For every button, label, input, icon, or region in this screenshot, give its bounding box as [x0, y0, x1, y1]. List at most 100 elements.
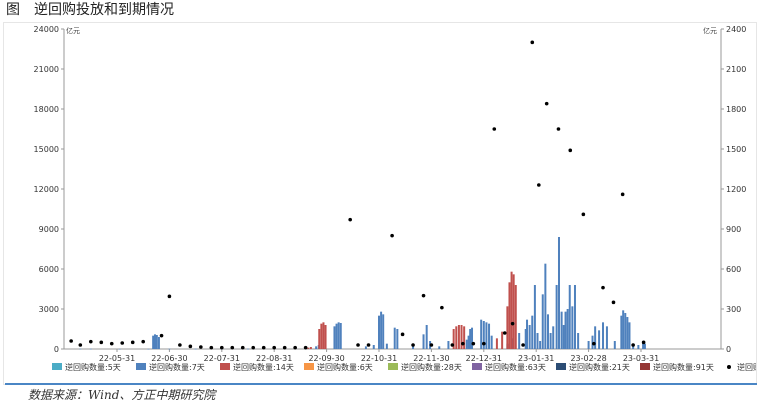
bar: [510, 271, 513, 349]
expiry-dot: [592, 341, 596, 346]
legend-label: 逆回购数量:7天: [149, 362, 205, 372]
bar: [552, 326, 555, 349]
bar: [555, 285, 558, 349]
figure-label: 图: [6, 2, 20, 18]
bar: [643, 343, 646, 349]
expiry-dot: [544, 101, 549, 106]
expiry-dot: [641, 340, 646, 345]
left-tick-label: 9000: [39, 225, 59, 234]
x-tick-label: 22-10-31: [361, 354, 397, 363]
bar: [546, 314, 549, 349]
x-tick-label: 22-09-30: [308, 354, 344, 363]
bar: [512, 274, 515, 349]
bar: [613, 341, 616, 349]
left-tick-label: 24000: [34, 25, 59, 34]
legend-label: 逆回购数量:28天: [401, 362, 462, 372]
bar: [372, 345, 375, 349]
expiry-dot: [69, 339, 73, 343]
bar: [495, 338, 498, 349]
expiry-dot: [167, 294, 172, 299]
expiry-dot: [130, 340, 135, 345]
legend-label: 逆回购:到期量: [737, 362, 756, 372]
bar: [471, 327, 474, 349]
bar: [622, 310, 625, 349]
bar: [438, 346, 441, 349]
right-tick-label: 1200: [726, 185, 746, 194]
bar: [591, 335, 594, 349]
divider-line: [5, 383, 757, 385]
left-tick-label: 12000: [34, 185, 59, 194]
right-tick-label: 900: [726, 225, 741, 234]
bar: [488, 323, 491, 349]
bar: [155, 335, 158, 349]
bar: [524, 329, 527, 349]
x-tick-label: 22-08-31: [256, 354, 292, 363]
expiry-dot: [178, 343, 182, 347]
expiry-dot: [601, 285, 605, 290]
bar: [467, 335, 470, 349]
bar: [480, 319, 483, 349]
expiry-dot: [348, 217, 352, 222]
expiry-dot: [631, 343, 635, 347]
x-tick-label: 22-05-31: [99, 354, 135, 363]
expiry-dot: [440, 305, 444, 310]
expiry-dot: [272, 345, 277, 350]
expiry-dot: [141, 339, 145, 344]
expiry-dot: [356, 343, 360, 347]
bar: [562, 325, 565, 349]
bar: [485, 322, 488, 349]
left-tick-label: 3000: [39, 305, 59, 314]
expiry-dot: [390, 233, 394, 238]
bar: [457, 325, 460, 349]
expiry-dot: [537, 183, 541, 187]
expiry-dot: [78, 343, 83, 347]
expiry-dot: [251, 345, 256, 350]
bar: [382, 314, 385, 349]
expiry-dot: [556, 127, 561, 131]
legend-swatch: [388, 363, 398, 370]
bar: [339, 323, 342, 349]
bar: [89, 348, 92, 350]
legend-swatch: [640, 363, 650, 370]
bar: [324, 325, 327, 349]
expiry-dot: [199, 345, 203, 349]
legend-swatch: [304, 363, 314, 370]
bar: [335, 323, 338, 349]
bar: [337, 322, 340, 349]
bar: [152, 335, 155, 349]
bar: [637, 345, 640, 349]
left-tick-label: 0: [54, 345, 59, 354]
bar: [393, 327, 396, 349]
right-tick-label: 2100: [726, 65, 746, 74]
bar: [506, 306, 509, 349]
bar: [465, 339, 468, 349]
bar: [447, 341, 450, 349]
bar: [378, 315, 380, 349]
expiry-dot: [461, 341, 465, 346]
bar: [455, 326, 458, 349]
expiry-dot: [421, 293, 426, 298]
bar: [157, 337, 160, 349]
bar: [568, 285, 571, 349]
expiry-dot: [521, 343, 525, 347]
bar: [518, 333, 521, 349]
bar: [364, 346, 367, 349]
bar: [194, 348, 197, 350]
bar: [624, 313, 627, 349]
bar: [118, 348, 121, 350]
x-tick-label: 23-02-28: [570, 354, 606, 363]
bar: [385, 343, 388, 349]
expiry-dot: [620, 192, 625, 197]
bar: [642, 341, 645, 349]
legend-swatch: [556, 363, 566, 370]
legend-swatch: [136, 363, 146, 370]
title-text: 逆回购投放和到期情况: [34, 2, 174, 18]
right-tick-label: 300: [726, 305, 741, 314]
expiry-dot: [209, 345, 214, 350]
chart-panel: 亿元 亿元 0 3000 6000 9000 12000 15000 18000 21000 240…: [3, 22, 763, 385]
expiry-dot: [159, 333, 164, 338]
right-tick-label: 0: [726, 345, 731, 354]
expiry-dot: [581, 212, 586, 217]
bar: [309, 347, 312, 349]
chart-svg: 亿元 亿元030006000900012000150001800021000240…: [34, 25, 763, 372]
